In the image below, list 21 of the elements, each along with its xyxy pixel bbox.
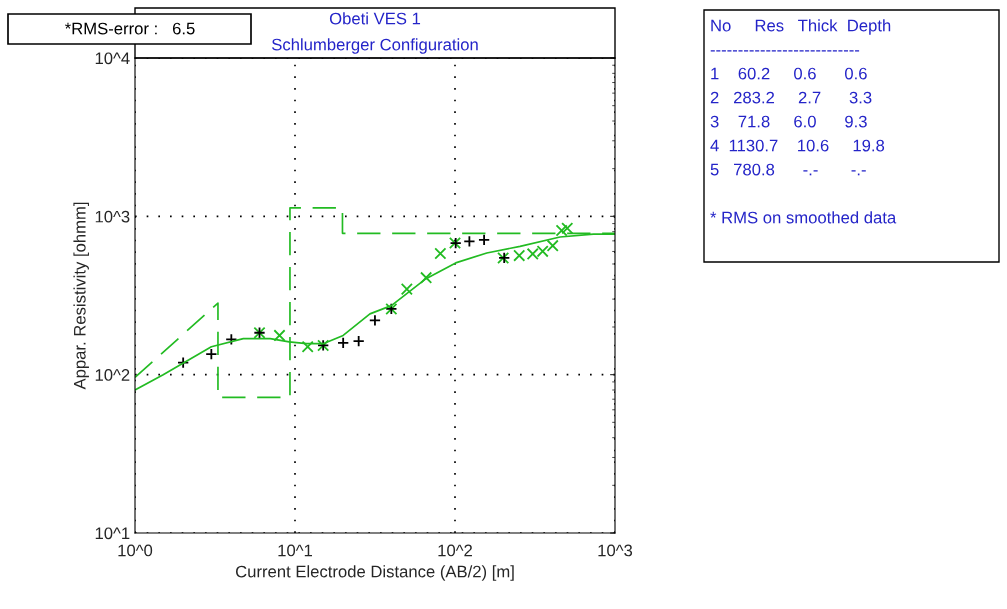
text: 2 283.2 2.7 3.3 [710, 91, 872, 104]
chart-title: Obeti VES 1 [329, 12, 421, 25]
text: 1 60.2 0.6 0.6 [711, 67, 867, 80]
x-tick-label: 10^2 [438, 544, 472, 557]
text: *RMS-error : 6.5 [64, 22, 195, 35]
y-tick-label: 10^1 [95, 527, 130, 540]
y-tick-label: 10^4 [95, 52, 130, 65]
y-axis-title: Appar. Resistivity [ohmm] [73, 202, 89, 390]
chart-subtitle: Schlumberger Configuration [272, 38, 478, 54]
y-tick-label: 10^3 [95, 210, 130, 223]
text: * RMS on smoothed data [710, 211, 897, 224]
text: --------------------------- [710, 50, 860, 52]
x-tick-label: 10^1 [278, 544, 312, 557]
x-tick-label: 10^0 [118, 544, 153, 557]
text: 5 780.8 -.- -.- [710, 163, 866, 176]
text: No Res Thick Depth [711, 19, 891, 35]
text: 3 71.8 6.0 9.3 [710, 115, 867, 128]
text: 4 1130.7 10.6 19.8 [710, 139, 885, 152]
x-axis-title: Current Electrode Distance (AB/2) [m] [235, 565, 514, 581]
x-tick-label: 10^3 [598, 544, 633, 557]
y-tick-label: 10^2 [95, 369, 130, 381]
